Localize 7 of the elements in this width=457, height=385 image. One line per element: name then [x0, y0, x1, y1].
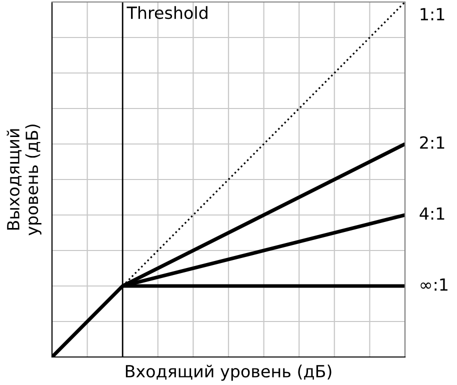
series-label: 1:1	[420, 8, 444, 20]
series-label: 4:1	[420, 207, 444, 220]
series-label: 2:1	[420, 136, 444, 149]
y-axis-title: Выходящий уровень (дБ)	[6, 124, 42, 236]
annotation: Threshold	[126, 6, 208, 20]
series-label: ∞:1	[420, 278, 448, 291]
x-axis-title: Входящий уровень (дБ)	[126, 364, 332, 381]
